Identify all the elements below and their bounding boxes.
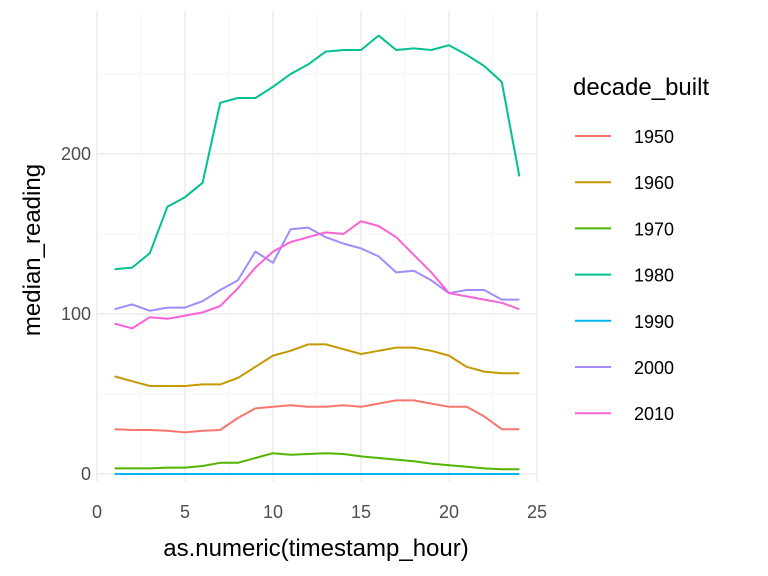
- x-tick-label: 5: [180, 502, 190, 522]
- series-line-1970: [114, 452, 520, 471]
- series-line-1980: [114, 34, 521, 271]
- series-line-1950: [114, 399, 520, 434]
- series-line-2010: [114, 220, 520, 330]
- y-tick-label: 200: [61, 144, 91, 164]
- legend-items: 1950 1960 1970 1980 1990 2000 2010: [575, 127, 674, 424]
- legend-label-1980: 1980: [634, 266, 674, 286]
- y-tick-label: 100: [61, 304, 91, 324]
- y-axis-ticks: 0 100 200: [61, 144, 91, 484]
- legend-item-2010: 2010: [575, 404, 674, 424]
- series-lines: [114, 34, 521, 475]
- series-line-1960: [114, 343, 520, 387]
- x-axis-title: as.numeric(timestamp_hour): [163, 535, 468, 562]
- legend-item-1960: 1960: [575, 173, 674, 193]
- y-tick-label: 0: [81, 464, 91, 484]
- x-tick-label: 0: [92, 502, 102, 522]
- major-gridlines: [96, 10, 538, 482]
- x-tick-label: 10: [263, 502, 283, 522]
- x-tick-label: 15: [351, 502, 371, 522]
- series-line-2000: [114, 226, 520, 312]
- legend-label-2000: 2000: [634, 358, 674, 378]
- x-axis-ticks: 0 5 10 15 20 25: [92, 502, 547, 522]
- minor-gridlines: [97, 10, 537, 482]
- legend-label-1990: 1990: [634, 312, 674, 332]
- x-tick-label: 25: [527, 502, 547, 522]
- x-tick-label: 20: [439, 502, 459, 522]
- legend-item-1970: 1970: [575, 219, 674, 239]
- legend-label-1970: 1970: [634, 219, 674, 239]
- legend-item-1990: 1990: [575, 312, 674, 332]
- legend: decade_built 1950 1960 1970 1980 1990 2000 201…: [573, 74, 709, 424]
- legend-item-2000: 2000: [575, 358, 674, 378]
- legend-label-2010: 2010: [634, 404, 674, 424]
- legend-item-1980: 1980: [575, 266, 674, 286]
- legend-label-1950: 1950: [634, 127, 674, 147]
- legend-item-1950: 1950: [575, 127, 674, 147]
- legend-label-1960: 1960: [634, 173, 674, 193]
- legend-title: decade_built: [573, 74, 709, 101]
- y-axis-title: median_reading: [19, 164, 46, 336]
